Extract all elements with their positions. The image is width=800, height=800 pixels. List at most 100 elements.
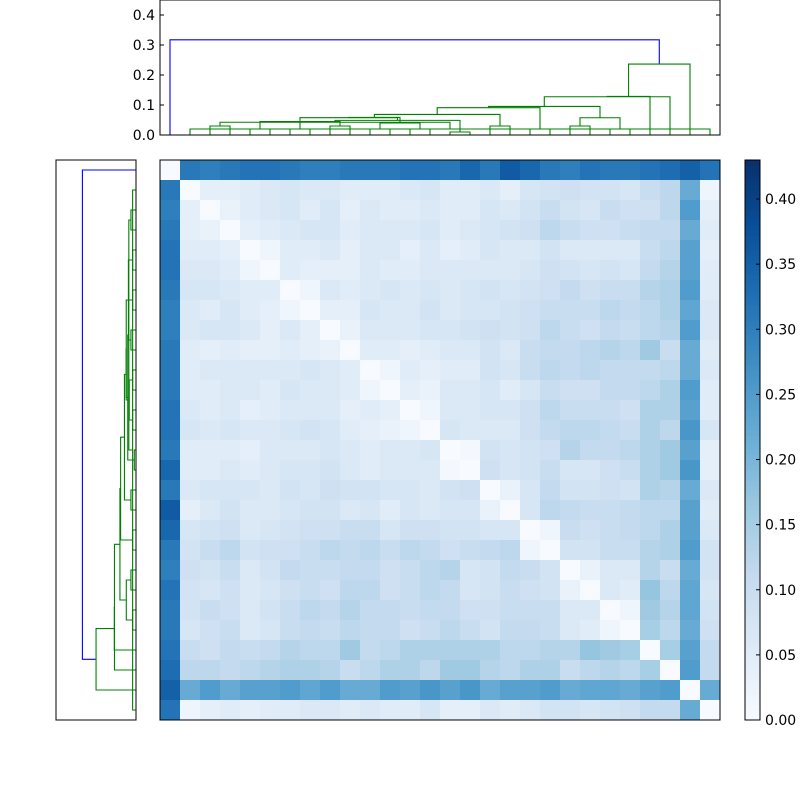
colorbar-segment xyxy=(745,710,760,716)
heatmap-cell xyxy=(360,680,381,701)
heatmap-cell xyxy=(500,260,521,281)
heatmap-cell xyxy=(380,360,401,381)
heatmap-cell xyxy=(340,520,361,541)
heatmap-cell xyxy=(220,460,241,481)
colorbar-segment xyxy=(745,350,760,356)
heatmap-cell xyxy=(420,660,441,681)
colorbar-segment xyxy=(745,680,760,686)
top-dendrogram-link xyxy=(569,125,591,135)
heatmap-cell xyxy=(180,280,201,301)
colorbar-segment xyxy=(745,430,760,436)
heatmap-cell xyxy=(700,580,721,601)
heatmap-cell xyxy=(180,640,201,661)
heatmap-cell xyxy=(280,200,301,221)
heatmap-cell xyxy=(380,160,401,181)
heatmap-cell xyxy=(600,680,621,701)
colorbar-segment xyxy=(745,165,760,171)
heatmap-cell xyxy=(320,380,341,401)
heatmap-cell xyxy=(600,560,621,581)
heatmap-cell xyxy=(220,420,241,441)
heatmap-cell xyxy=(200,300,221,321)
heatmap-cell xyxy=(460,560,481,581)
heatmap-cell xyxy=(160,540,181,561)
left-dendrogram-link xyxy=(130,489,136,511)
heatmap-cell xyxy=(400,640,421,661)
heatmap-cell xyxy=(340,580,361,601)
heatmap-cell xyxy=(400,700,421,721)
colorbar-segment xyxy=(745,335,760,341)
colorbar-segment xyxy=(745,625,760,631)
heatmap-cell xyxy=(340,400,361,421)
left-dendrogram-link xyxy=(132,189,136,711)
heatmap-cell xyxy=(300,480,321,501)
heatmap-cell xyxy=(220,500,241,521)
heatmap-cell xyxy=(380,240,401,261)
heatmap-cell xyxy=(180,340,201,361)
colorbar-segment xyxy=(745,555,760,561)
heatmap-cell xyxy=(540,520,561,541)
heatmap-cell xyxy=(640,560,661,581)
colorbar-segment xyxy=(745,535,760,541)
heatmap-cell xyxy=(180,360,201,381)
colorbar-segment xyxy=(745,360,760,366)
heatmap-cell xyxy=(300,220,321,241)
heatmap-cell xyxy=(340,380,361,401)
heatmap-cell xyxy=(200,260,221,281)
colorbar-segment xyxy=(745,320,760,326)
left-dendrogram-link xyxy=(130,569,136,591)
colorbar-segment xyxy=(745,480,760,486)
heatmap-cell xyxy=(340,240,361,261)
heatmap-cell xyxy=(260,200,281,221)
heatmap-cell xyxy=(480,620,501,641)
heatmap-cell xyxy=(200,320,221,341)
left-dendrogram-link xyxy=(132,409,136,431)
heatmap-cell xyxy=(160,380,181,401)
top-dendrogram-link xyxy=(369,128,391,135)
colorbar-tick-label: 0.05 xyxy=(765,648,796,664)
heatmap-cell xyxy=(660,300,681,321)
heatmap-cell xyxy=(580,460,601,481)
heatmap-cell xyxy=(580,440,601,461)
heatmap-cell xyxy=(160,480,181,501)
heatmap-cell xyxy=(160,680,181,701)
heatmap-cell xyxy=(220,400,241,421)
heatmap-cell xyxy=(300,620,321,641)
colorbar-segment xyxy=(745,505,760,511)
top-dendrogram-link xyxy=(189,128,711,135)
heatmap-cell xyxy=(420,700,441,721)
colorbar-segment xyxy=(745,180,760,186)
heatmap-cell xyxy=(600,280,621,301)
heatmap-cell xyxy=(620,700,641,721)
heatmap-cell xyxy=(620,420,641,441)
colorbar-segment xyxy=(745,315,760,321)
heatmap-cell xyxy=(260,660,281,681)
colorbar-segment xyxy=(745,490,760,496)
top-dendrogram-link xyxy=(334,119,461,132)
heatmap-cell xyxy=(660,180,681,201)
heatmap-cell xyxy=(500,480,521,501)
left-dendrogram-link xyxy=(132,369,136,391)
heatmap-cell xyxy=(340,500,361,521)
colorbar-segment xyxy=(745,655,760,661)
heatmap-cell xyxy=(280,300,301,321)
heatmap-cell xyxy=(300,340,321,361)
heatmap-cell xyxy=(180,260,201,281)
top-dendrogram-tick-label: 0.1 xyxy=(133,98,155,114)
heatmap-cell xyxy=(380,220,401,241)
heatmap-cell xyxy=(320,340,341,361)
heatmap-cell xyxy=(440,580,461,601)
colorbar-segment xyxy=(745,245,760,251)
heatmap-cell xyxy=(460,700,481,721)
heatmap-cell xyxy=(700,460,721,481)
heatmap-cell xyxy=(320,700,341,721)
heatmap-cell xyxy=(540,680,561,701)
heatmap-cell xyxy=(220,160,241,181)
left-dendrogram-link xyxy=(125,299,128,399)
heatmap-cell xyxy=(700,220,721,241)
heatmap-cell xyxy=(640,500,661,521)
heatmap-cell xyxy=(420,500,441,521)
colorbar-segment xyxy=(745,255,760,261)
heatmap-cell xyxy=(500,360,521,381)
heatmap-cell xyxy=(340,560,361,581)
heatmap-cell xyxy=(440,540,461,561)
